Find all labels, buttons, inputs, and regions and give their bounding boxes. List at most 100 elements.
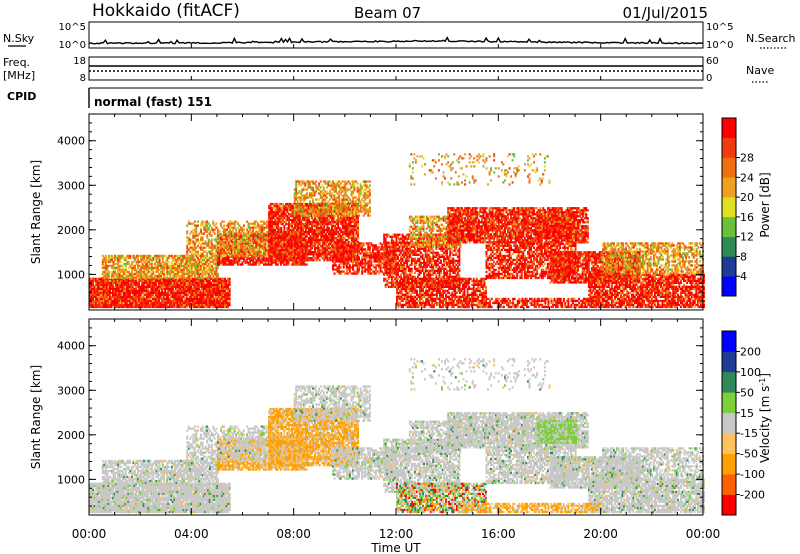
power-cell — [158, 300, 160, 302]
power-cell — [143, 284, 145, 286]
freq-tick-bottom: 8 — [80, 73, 86, 84]
power-cell — [224, 278, 226, 280]
freq-label-1: Freq. — [3, 56, 30, 69]
power-cell — [187, 294, 189, 296]
power-cell — [135, 280, 137, 282]
power-cell — [229, 298, 231, 300]
power-cell — [189, 302, 191, 304]
power-cell — [229, 292, 231, 294]
power-cell — [173, 290, 175, 292]
power-cell — [147, 288, 149, 290]
power-cell — [164, 290, 166, 292]
power-cell — [111, 298, 113, 300]
power-cell — [229, 304, 231, 306]
power-cell — [186, 296, 188, 298]
date-title: 01/Jul/2015 — [623, 4, 708, 22]
power-cell — [109, 290, 111, 292]
power-cell — [190, 286, 192, 288]
power-cell — [105, 263, 107, 265]
nave-label: Nave — [746, 64, 774, 77]
power-cell — [155, 284, 157, 286]
freq-label-2: [MHz] — [3, 69, 35, 82]
power-cell — [229, 284, 231, 286]
power-cell — [229, 282, 231, 284]
power-cell — [198, 288, 200, 290]
power-cell — [126, 302, 128, 304]
nsky-tick-bottom: 10^0 — [59, 40, 86, 51]
power-cell — [92, 282, 94, 284]
cpid-panel: CPID normal (fast) 151 — [7, 88, 703, 109]
nave-tick-bottom: 0 — [706, 73, 712, 84]
power-cell — [226, 300, 228, 302]
power-cell — [209, 306, 211, 308]
power-cell — [158, 290, 160, 292]
power-cell — [177, 282, 179, 284]
power-cell — [227, 306, 229, 308]
power-cell — [120, 294, 122, 296]
power-cell — [166, 304, 168, 306]
power-cell — [167, 296, 169, 298]
power-cell — [183, 296, 185, 298]
power-cell — [92, 284, 94, 286]
power-cell — [152, 294, 154, 296]
power-cell — [212, 296, 214, 298]
radar-summary-plot: Hokkaido (fitACF) Beam 07 01/Jul/2015 N.… — [0, 0, 800, 554]
nsky-tick-top: 10^5 — [59, 22, 86, 33]
power-cell — [186, 306, 188, 308]
power-cell — [143, 292, 145, 294]
beam-title: Beam 07 — [354, 4, 421, 22]
power-cell — [229, 288, 231, 290]
power-cell — [97, 290, 99, 292]
power-cell — [132, 286, 134, 288]
power-cell — [138, 282, 140, 284]
nsky-panel: N.Sky 10^5 10^0 10^5 10^0 N.Search — [3, 22, 796, 51]
power-cell — [112, 284, 114, 286]
power-cell — [172, 288, 174, 290]
nsky-trace — [89, 38, 703, 44]
power-cell — [229, 296, 231, 298]
station-title: Hokkaido (fitACF) — [92, 1, 240, 21]
nave-tick-top: 60 — [706, 56, 719, 67]
power-panel: 1000200030004000 Slant Range [km] 481216… — [29, 44, 772, 310]
freq-tick-top: 18 — [73, 56, 86, 67]
power-cell — [127, 282, 129, 284]
power-cell — [111, 306, 113, 308]
power-cell — [229, 302, 231, 304]
power-cell — [169, 298, 171, 300]
nsearch-tick-bottom: 10^0 — [706, 40, 733, 51]
power-cell — [92, 298, 94, 300]
freq-panel: Freq. [MHz] 18 8 60 0 Nave — [3, 56, 774, 84]
power-cell — [105, 257, 107, 259]
power-cell — [138, 284, 140, 286]
cpid-label: CPID — [7, 90, 36, 103]
power-cell — [203, 296, 205, 298]
power-cell — [181, 298, 183, 300]
cpid-value: normal (fast) 151 — [94, 95, 212, 109]
power-cell — [103, 271, 105, 273]
power-cell — [229, 278, 231, 280]
nsearch-label: N.Search — [746, 32, 796, 45]
power-cell — [229, 300, 231, 302]
power-cell — [102, 255, 104, 257]
power-cell — [163, 296, 165, 298]
power-cell — [109, 294, 111, 296]
power-cell — [180, 294, 182, 296]
power-cell — [135, 288, 137, 290]
power-cell — [229, 280, 231, 282]
power-heatmap-cells — [89, 153, 705, 308]
power-cell — [209, 280, 211, 282]
power-cell — [123, 286, 125, 288]
power-cell — [107, 280, 109, 282]
power-cell — [143, 296, 145, 298]
power-cell — [229, 290, 231, 292]
power-cell — [129, 294, 131, 296]
power-cell — [227, 286, 229, 288]
power-cell — [147, 290, 149, 292]
power-cell — [160, 296, 162, 298]
power-cell — [140, 294, 142, 296]
power-cell — [102, 263, 104, 265]
power-cell — [203, 282, 205, 284]
power-cell — [161, 290, 163, 292]
power-cell — [210, 282, 212, 284]
power-cell — [94, 286, 96, 288]
